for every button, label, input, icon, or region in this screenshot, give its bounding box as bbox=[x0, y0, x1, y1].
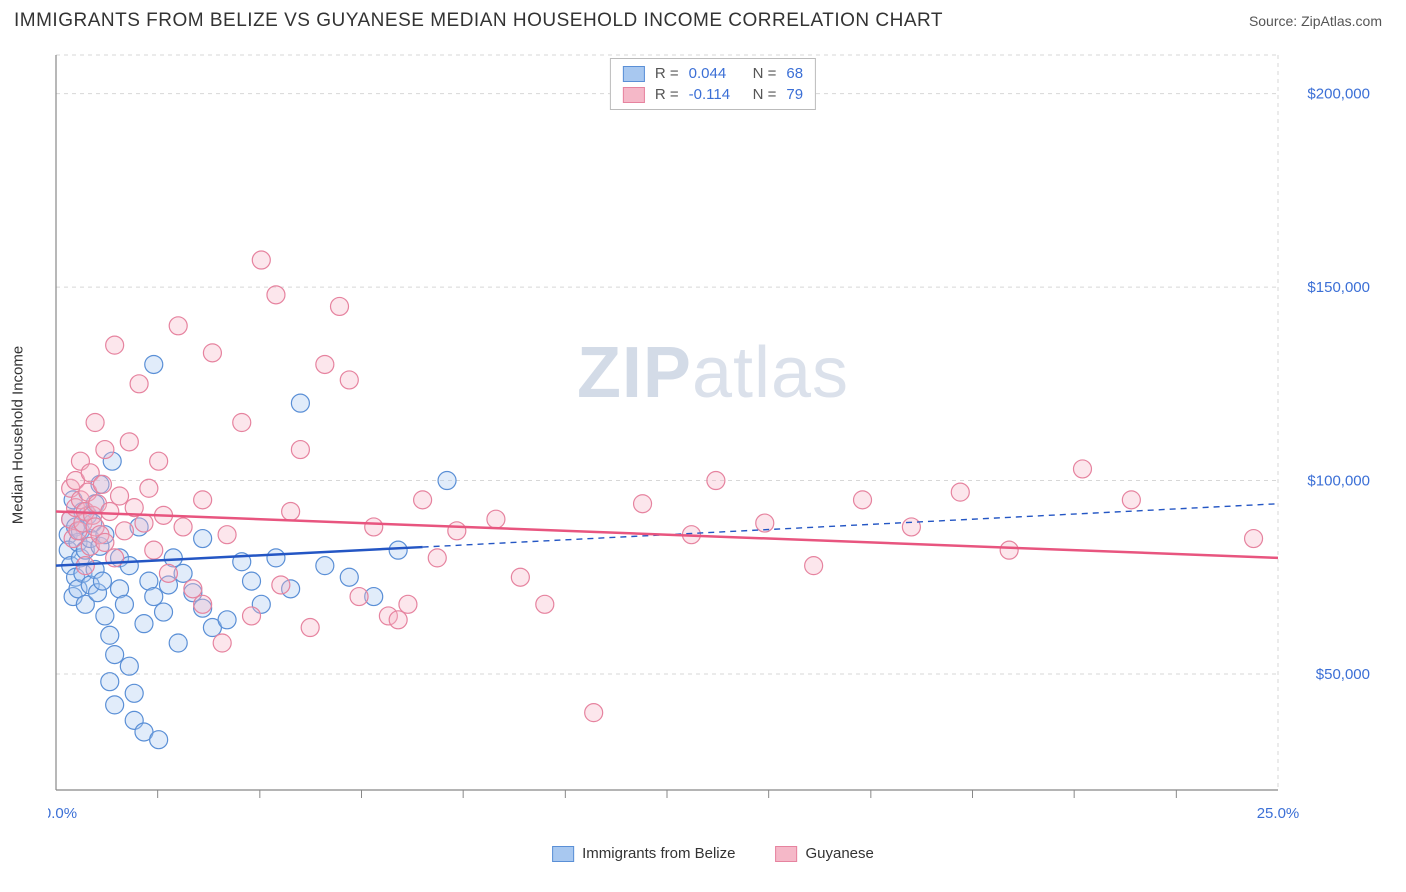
svg-text:25.0%: 25.0% bbox=[1257, 805, 1300, 820]
swatch-guyanese bbox=[623, 87, 645, 103]
n-value-belize: 68 bbox=[786, 65, 803, 82]
legend-stats: R = 0.044 N = 68 R = -0.114 N = 79 bbox=[610, 58, 816, 110]
svg-text:$100,000: $100,000 bbox=[1307, 473, 1370, 490]
legend-stats-row-2: R = -0.114 N = 79 bbox=[623, 84, 803, 105]
r-value-guyanese: -0.114 bbox=[689, 86, 743, 103]
legend-stats-row-1: R = 0.044 N = 68 bbox=[623, 63, 803, 84]
legend-series: Immigrants from Belize Guyanese bbox=[552, 845, 874, 862]
svg-text:$50,000: $50,000 bbox=[1316, 666, 1370, 683]
r-value-belize: 0.044 bbox=[689, 65, 743, 82]
legend-label-guyanese: Guyanese bbox=[805, 845, 873, 862]
chart-title: IMMIGRANTS FROM BELIZE VS GUYANESE MEDIA… bbox=[14, 10, 943, 32]
header: IMMIGRANTS FROM BELIZE VS GUYANESE MEDIA… bbox=[0, 0, 1406, 38]
source-name: ZipAtlas.com bbox=[1301, 13, 1382, 29]
n-value-guyanese: 79 bbox=[786, 86, 803, 103]
svg-text:$200,000: $200,000 bbox=[1307, 86, 1370, 103]
y-axis-label: Median Household Income bbox=[10, 346, 27, 524]
legend-item-belize: Immigrants from Belize bbox=[552, 845, 735, 862]
legend-item-guyanese: Guyanese bbox=[775, 845, 873, 862]
svg-text:0.0%: 0.0% bbox=[48, 805, 77, 820]
legend-label-belize: Immigrants from Belize bbox=[582, 845, 735, 862]
source-label: Source: ZipAtlas.com bbox=[1249, 13, 1382, 29]
svg-text:$150,000: $150,000 bbox=[1307, 279, 1370, 296]
swatch-guyanese-icon bbox=[775, 846, 797, 862]
swatch-belize bbox=[623, 66, 645, 82]
scatter-plot: $50,000 $100,000 $150,000 $200,000 0.0% 25.0% bbox=[48, 50, 1378, 820]
swatch-belize-icon bbox=[552, 846, 574, 862]
chart-area: Median Household Income $50,000$100,000$… bbox=[48, 50, 1378, 820]
